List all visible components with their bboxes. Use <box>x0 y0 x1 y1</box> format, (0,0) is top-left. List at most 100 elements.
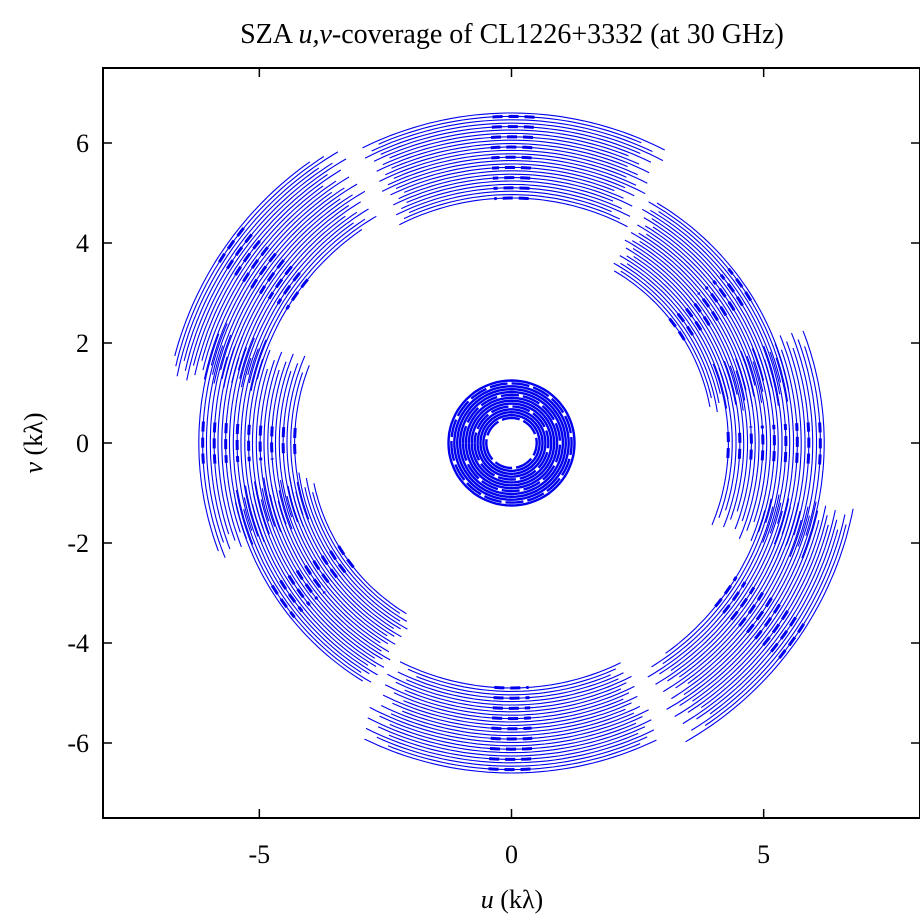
x-tick-label: -5 <box>249 840 271 869</box>
uv-track-dash <box>492 176 531 180</box>
uv-track-arc <box>261 488 383 660</box>
uv-track-arc <box>775 357 791 524</box>
uv-track-dash <box>491 726 532 731</box>
uv-track-dash <box>235 423 240 463</box>
uv-track-arc <box>313 483 407 615</box>
uv-track-arc <box>632 240 746 401</box>
uv-track-dash <box>762 607 791 647</box>
uv-track-arc <box>797 339 818 547</box>
uv-track-arc <box>620 270 712 399</box>
uv-track-arc <box>722 360 741 528</box>
uv-track-arc <box>777 335 802 556</box>
uv-track-dash <box>241 246 269 284</box>
uv-track-arc <box>711 363 729 526</box>
uv-track-arc <box>210 191 333 366</box>
uv-track-arc <box>402 708 626 733</box>
uv-track-dash <box>267 265 293 300</box>
uv-track-arc <box>362 112 665 151</box>
uv-track-dash <box>258 425 263 461</box>
uv-track-arc <box>624 239 744 411</box>
uv-track-arc <box>221 194 353 380</box>
uv-track-arc <box>658 211 782 383</box>
uv-track-arc <box>762 345 783 543</box>
uv-track-arc <box>186 158 347 381</box>
uv-track-arc <box>298 472 408 630</box>
uv-tracks <box>174 112 854 774</box>
uv-track-dash <box>493 696 530 700</box>
uv-track-arc <box>232 337 255 545</box>
uv-track-dash <box>320 555 341 582</box>
uv-track-arc <box>380 705 641 737</box>
uv-track-dash <box>491 155 532 160</box>
uv-track-arc <box>376 139 650 174</box>
outer-track-series <box>711 330 825 559</box>
x-axis-label: u (kλ) <box>481 885 543 914</box>
uv-track-arc <box>637 224 763 403</box>
uv-track-arc <box>209 334 232 550</box>
uv-track-dash <box>304 565 326 594</box>
uv-track-arc <box>651 498 772 668</box>
uv-track-dash <box>689 298 711 326</box>
uv-track-dash <box>772 424 776 462</box>
uv-track-arc <box>729 365 745 520</box>
uv-track-arc <box>718 368 733 518</box>
uv-track-arc <box>286 355 306 527</box>
uv-track-arc <box>638 232 755 397</box>
uv-track-arc <box>764 359 779 524</box>
uv-track-dash <box>489 747 534 751</box>
uv-track-arc <box>662 506 774 665</box>
uv-track-arc <box>691 514 846 731</box>
uv-track-dash <box>295 569 319 601</box>
uv-track-arc <box>789 332 814 558</box>
y-tick-label: -6 <box>67 729 89 758</box>
uv-track-arc <box>401 183 622 210</box>
uv-track-arc <box>369 706 649 743</box>
uv-track-arc <box>666 501 817 710</box>
outer-track-series <box>362 112 665 228</box>
outer-track-series <box>234 472 408 683</box>
uv-track-arc <box>404 688 622 713</box>
uv-track-arc <box>408 190 612 214</box>
uv-track-dash <box>719 273 744 307</box>
uv-track-dash <box>726 427 730 459</box>
uv-track-arc <box>391 143 628 169</box>
uv-track-dash <box>489 135 534 139</box>
uv-track-dash <box>212 422 217 464</box>
uv-track-dash <box>674 310 694 336</box>
uv-track-dash <box>738 591 764 627</box>
uv-track-arc <box>773 343 795 545</box>
uv-track-arc <box>399 661 621 689</box>
uv-track-arc <box>670 510 783 671</box>
uv-track-arc <box>263 351 283 532</box>
uv-track-dash <box>281 427 286 459</box>
uv-track-dash <box>489 125 534 129</box>
uv-track-arc <box>675 510 801 689</box>
uv-track-arc <box>633 256 730 390</box>
uv-track-dash <box>312 560 334 588</box>
uv-track-arc <box>393 153 627 179</box>
uv-ring-arc <box>482 413 541 473</box>
uv-ring-arc <box>479 410 544 476</box>
uv-track-arc <box>304 487 401 622</box>
uv-track-arc <box>244 339 267 543</box>
uv-track-dash <box>492 716 531 721</box>
uv-track-dash <box>488 114 535 119</box>
uv-track-dash <box>285 278 309 310</box>
uv-track-arc <box>403 170 615 193</box>
uv-track-dash <box>494 196 529 201</box>
uv-track-dash <box>682 304 703 331</box>
uv-track-arc <box>685 508 854 743</box>
uv-track-arc <box>741 363 756 522</box>
uv-track-arc <box>613 262 718 413</box>
uv-track-dash <box>746 597 773 634</box>
uv-track-arc <box>364 738 657 774</box>
axis-ticks: -5 0 5 -6 -4 -2 0 2 4 6 <box>67 68 920 869</box>
uv-track-dash <box>730 586 756 621</box>
uv-track-arc <box>619 255 728 409</box>
uv-track-dash <box>224 423 228 463</box>
uv-track-arc <box>381 160 646 195</box>
uv-track-arc <box>198 333 220 552</box>
uv-track-dash <box>493 186 530 190</box>
uv-track-arc <box>405 678 619 703</box>
y-tick-label: 2 <box>76 329 89 358</box>
